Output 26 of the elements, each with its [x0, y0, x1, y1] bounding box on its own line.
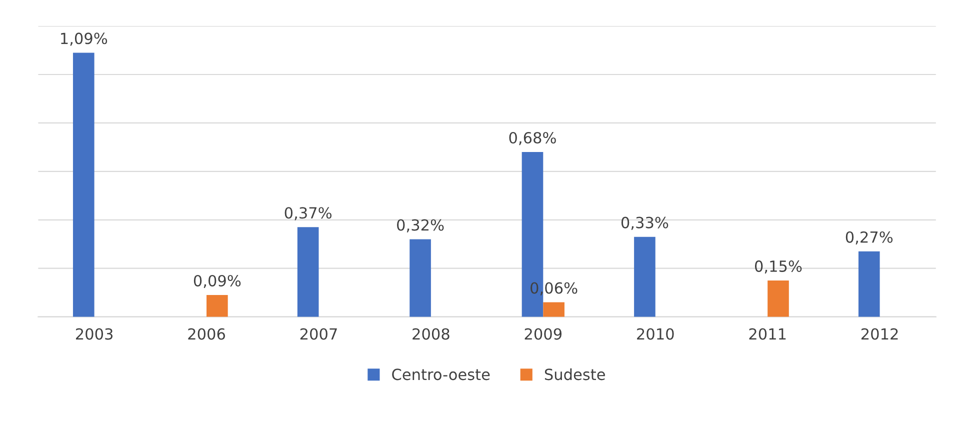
- data-label: 0,32%: [397, 219, 444, 232]
- bar: [634, 236, 656, 317]
- legend-label: Sudeste: [544, 368, 605, 380]
- data-label: 0,37%: [284, 207, 332, 220]
- bar: [768, 280, 789, 317]
- bar: [297, 227, 319, 317]
- x-tick-label: 2007: [300, 328, 337, 340]
- data-label: 0,33%: [621, 216, 668, 230]
- bar: [72, 52, 94, 317]
- data-label: 0,27%: [846, 231, 893, 244]
- x-tick-label: 2011: [749, 328, 786, 340]
- data-label: 0,15%: [754, 260, 802, 274]
- bar: [410, 239, 431, 317]
- x-tick-label: 2012: [861, 328, 898, 340]
- x-tick-label: 2010: [637, 328, 674, 340]
- data-label: 0,09%: [194, 274, 241, 288]
- x-tick-label: 2006: [188, 328, 225, 340]
- x-tick-label: 2008: [412, 328, 450, 340]
- bar: [858, 251, 880, 317]
- legend-label: Centro-oeste: [392, 368, 490, 380]
- x-tick-label: 2003: [76, 328, 113, 340]
- bar: [206, 295, 228, 317]
- data-label: 1,09%: [61, 32, 108, 46]
- bar: [543, 302, 564, 317]
- x-tick-label: 2009: [524, 328, 562, 340]
- data-label: 0,68%: [509, 132, 556, 146]
